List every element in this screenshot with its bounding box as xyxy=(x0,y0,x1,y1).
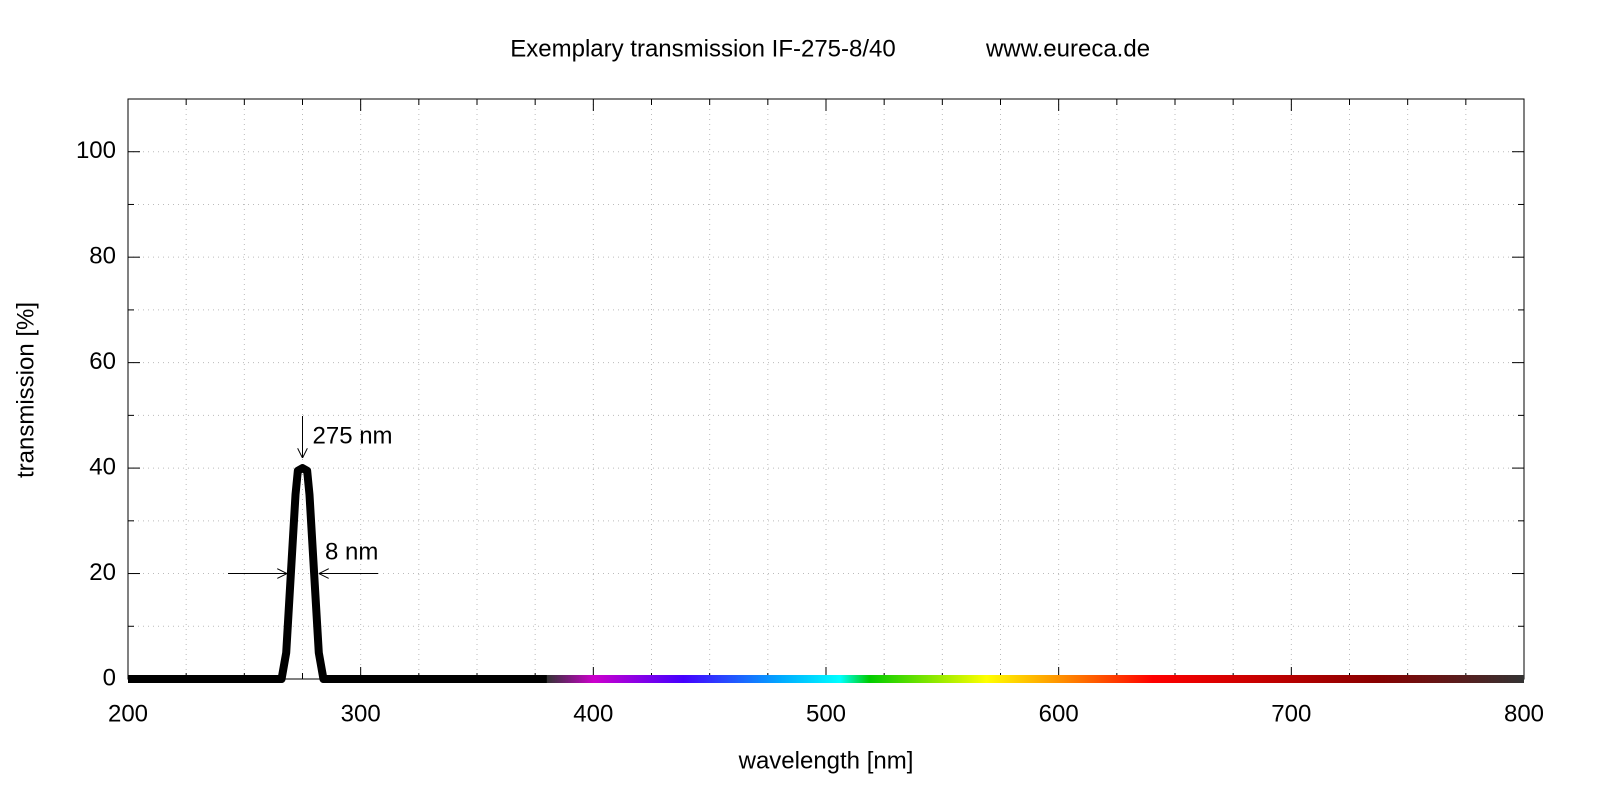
y-axis-label: transmission [%] xyxy=(12,302,39,478)
x-tick-label: 600 xyxy=(1039,700,1079,727)
x-tick-label: 300 xyxy=(341,700,381,727)
x-tick-label: 500 xyxy=(806,700,846,727)
y-tick-label: 40 xyxy=(89,453,116,480)
y-tick-label: 0 xyxy=(103,664,116,691)
y-tick-label: 100 xyxy=(76,137,116,164)
spectrum-band xyxy=(546,675,1524,683)
transmission-line xyxy=(128,464,1524,683)
y-tick-label: 60 xyxy=(89,348,116,375)
x-tick-label: 400 xyxy=(573,700,613,727)
x-tick-label: 200 xyxy=(108,700,148,727)
chart-subtitle: www.eureca.de xyxy=(985,35,1150,62)
y-tick-label: 20 xyxy=(89,559,116,586)
annotation: 275 nm xyxy=(313,422,393,449)
x-tick-label: 700 xyxy=(1271,700,1311,727)
x-axis-label: wavelength [nm] xyxy=(738,747,914,774)
y-tick-label: 80 xyxy=(89,243,116,270)
annotation: 8 nm xyxy=(325,538,378,565)
x-tick-label: 800 xyxy=(1504,700,1544,727)
chart-title: Exemplary transmission IF-275-8/40 xyxy=(510,35,895,62)
